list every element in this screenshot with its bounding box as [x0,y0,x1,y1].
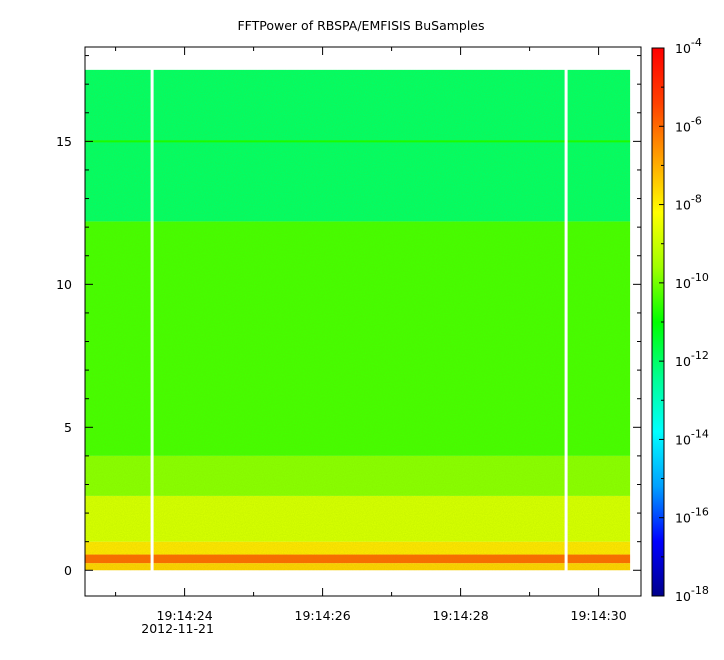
y-tick-label: 15 [56,134,72,149]
x-tick-label: 19:14:28 [433,608,489,623]
plot-frame [84,46,642,597]
noise-overlay [85,69,631,571]
x-tick-date-label: 2012-11-21 [141,621,214,636]
spectrogram-noise-texture [85,69,631,571]
colorbar-tick-label: 10-18 [675,584,709,604]
colorbar-tick-label: 10-4 [675,36,702,56]
colorbar-tick-label: 10-6 [675,114,702,134]
colorbar-tick-label: 10-8 [675,193,702,213]
colorbar-tick-label: 10-16 [675,506,709,526]
x-tick-label: 19:14:26 [295,608,351,623]
colorbar-axis: 10-4 10-6 10-8 10-10 10-12 10-14 10-16 10-18 [659,36,709,604]
colorbar-tick-label: 10-12 [675,349,709,369]
colorbar-tick-label: 10-10 [675,271,709,291]
y-axis: 0 5 10 15 [56,55,641,578]
data-gap [564,68,568,572]
colorbar-tick-label: 10-14 [675,427,709,447]
data-gaps [150,68,568,572]
chart-title: FFTPower of RBSPA/EMFISIS BuSamples [237,18,484,33]
x-tick-label: 19:14:24 [157,608,213,623]
data-gap [150,68,154,572]
y-tick-label: 0 [64,563,72,578]
y-tick-label: 5 [64,420,72,435]
y-tick-label: 10 [56,277,72,292]
x-tick-label: 19:14:30 [571,608,627,623]
